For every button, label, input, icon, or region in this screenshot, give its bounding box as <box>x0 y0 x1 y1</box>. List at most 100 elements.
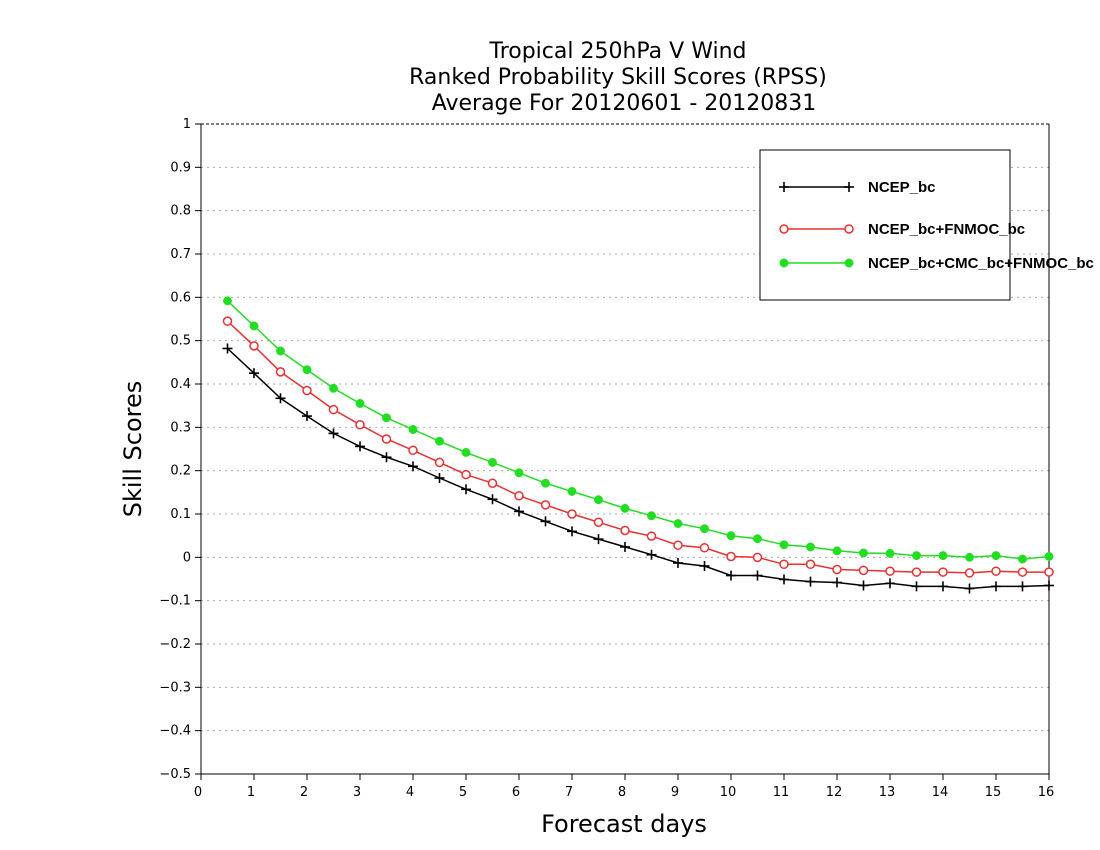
y-tick-label: 0.4 <box>170 377 191 392</box>
axes: −0.5 −0.4 −0.3 −0.2 −0.1 0 0.1 0.2 0.3 0.4 0.5 0.6 0… <box>159 117 1054 800</box>
data-point <box>249 341 259 351</box>
data-point <box>991 551 1001 561</box>
data-point <box>1044 580 1054 591</box>
data-point <box>753 534 762 544</box>
data-point <box>382 413 391 423</box>
data-point <box>646 531 657 541</box>
data-point <box>1044 567 1054 577</box>
data-point <box>249 368 259 379</box>
x-tick-label: 15 <box>985 785 1002 800</box>
data-point <box>991 566 1001 576</box>
x-tick-label: 10 <box>720 785 737 800</box>
x-axis-title: Forecast days <box>541 810 707 838</box>
x-tick-label: 0 <box>194 785 202 800</box>
data-point <box>223 296 232 306</box>
data-point <box>779 559 789 570</box>
data-point <box>911 567 922 577</box>
legend-label: NCEP_bc+FNMOC_bc <box>868 221 1025 238</box>
y-tick-label: 0.7 <box>170 247 191 262</box>
legend-label: NCEP_bc+CMC_bc+FNMOC_bc <box>868 255 1094 272</box>
data-point <box>991 581 1001 592</box>
data-point <box>885 548 895 558</box>
data-point <box>593 534 604 545</box>
data-point <box>514 506 524 517</box>
data-point <box>938 567 948 577</box>
data-point <box>541 478 550 488</box>
data-point <box>726 531 736 541</box>
data-point <box>540 500 551 510</box>
data-point <box>912 551 921 561</box>
data-point <box>461 448 471 457</box>
y-tick-label: −0.5 <box>159 767 191 782</box>
chart-title-line-3: Average For 20120601 - 20120831 <box>432 91 817 116</box>
data-point <box>434 457 445 468</box>
data-point <box>673 519 683 528</box>
data-point <box>858 565 869 576</box>
data-point <box>647 511 656 521</box>
data-point <box>1017 567 1028 577</box>
data-point <box>911 581 922 592</box>
chart-title-line-2: Ranked Probability Skill Scores (RPSS) <box>409 65 827 90</box>
data-point <box>435 436 444 446</box>
data-point <box>779 574 789 585</box>
data-point <box>620 503 630 513</box>
series-line <box>226 347 1050 590</box>
x-tick-label: 14 <box>932 785 949 800</box>
data-point <box>222 343 233 354</box>
y-tick-label: 1 <box>183 117 191 132</box>
data-point <box>514 468 524 478</box>
legend-entry-3: NCEP_bc+CMC_bc+FNMOC_bc <box>779 255 1094 272</box>
data-point <box>752 552 763 563</box>
data-point <box>355 419 365 430</box>
x-tick-label: 6 <box>512 785 520 800</box>
x-tick-label: 9 <box>671 785 679 800</box>
data-point <box>726 551 736 562</box>
y-tick-label: 0 <box>183 550 191 565</box>
legend-marker-start <box>779 258 789 268</box>
data-point <box>355 399 365 408</box>
x-tick-label: 7 <box>565 785 573 800</box>
data-point <box>567 487 577 496</box>
data-point <box>593 517 604 527</box>
data-point <box>859 548 868 558</box>
x-tick-label: 5 <box>459 785 467 800</box>
data-point <box>461 469 471 480</box>
series-line <box>226 300 1050 560</box>
data-point <box>779 540 789 550</box>
series-1 <box>222 343 1054 594</box>
data-point <box>699 543 710 553</box>
data-point <box>832 577 842 588</box>
legend-marker-start <box>779 182 789 192</box>
legend-marker-end <box>844 258 854 268</box>
data-point <box>885 578 895 589</box>
data-point <box>858 580 869 591</box>
x-tick-label: 12 <box>826 785 843 800</box>
data-point <box>488 457 497 467</box>
data-point <box>726 570 736 581</box>
legend-label: NCEP_bc <box>868 179 936 196</box>
data-point <box>700 524 709 534</box>
data-point <box>673 557 683 568</box>
data-point <box>302 411 312 422</box>
data-point <box>646 549 657 560</box>
y-tick-label: −0.3 <box>159 680 191 695</box>
x-tick-label: 13 <box>879 785 896 800</box>
data-point <box>1018 554 1027 564</box>
legend-box <box>759 149 1011 301</box>
y-tick-label: 0.6 <box>170 290 191 305</box>
data-point <box>964 568 975 578</box>
data-point <box>965 552 974 562</box>
data-point <box>938 581 948 592</box>
data-point <box>699 561 710 571</box>
data-point <box>381 452 392 463</box>
chart-title-line-1: Tropical 250hPa V Wind <box>488 39 746 64</box>
x-tick-label: 4 <box>406 785 414 800</box>
data-point <box>567 509 577 519</box>
data-point <box>276 346 285 356</box>
data-series <box>222 296 1054 594</box>
data-point <box>275 367 286 377</box>
data-point <box>832 564 842 575</box>
data-point <box>540 516 551 527</box>
x-tick-label: 2 <box>300 785 308 800</box>
data-point <box>355 441 365 452</box>
